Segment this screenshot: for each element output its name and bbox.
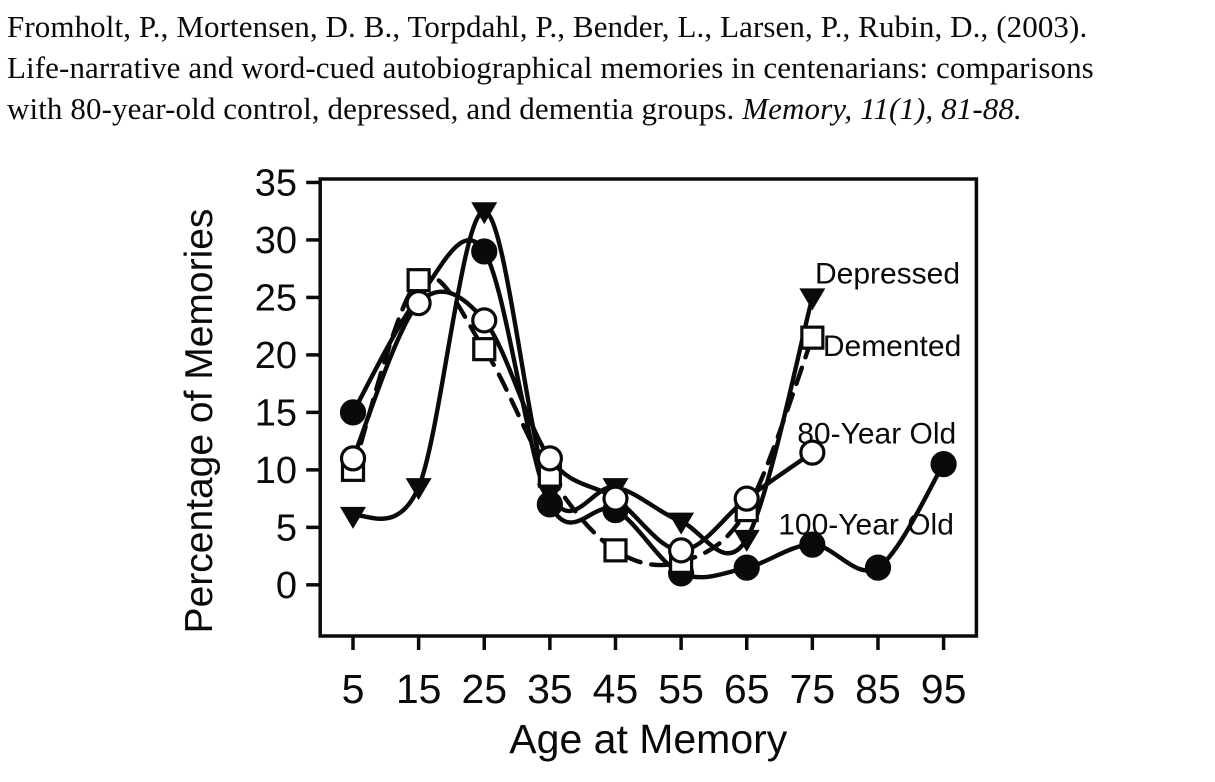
x-tick-label: 5 — [342, 666, 365, 712]
citation-journal-italic: Memory, 11(1), 81-88. — [742, 91, 1022, 126]
series-marker-100-year-old — [864, 554, 892, 581]
series-marker-depressed — [668, 512, 695, 535]
series-marker-80-year-old — [733, 485, 760, 512]
y-tick-label: 0 — [276, 565, 297, 607]
series-marker-80-year-old — [339, 445, 367, 472]
y-tick-label: 10 — [255, 450, 297, 492]
x-tick-label: 25 — [461, 666, 507, 712]
x-tick-label: 75 — [790, 666, 836, 712]
y-tick-label: 25 — [255, 277, 297, 319]
series-marker-depressed — [733, 529, 760, 552]
citation-text: Fromholt, P., Mortensen, D. B., Torpdahl… — [7, 6, 1187, 129]
series-marker-80-year-old — [405, 290, 432, 317]
series-marker-100-year-old — [799, 531, 826, 558]
series-marker-80-year-old — [799, 439, 826, 466]
citation-line-2: Life-narrative and word-cued autobiograp… — [7, 50, 1094, 85]
x-tick-label: 15 — [396, 666, 442, 712]
citation-line-3: with 80-year-old control, depressed, and… — [7, 88, 1187, 129]
series-marker-demented — [406, 268, 431, 293]
y-tick-label: 30 — [255, 220, 297, 262]
series-marker-depressed — [405, 478, 432, 501]
series-marker-80-year-old — [471, 307, 498, 334]
x-tick-label: 45 — [593, 666, 639, 712]
series-marker-100-year-old — [536, 491, 563, 518]
x-axis-title: Age at Memory — [509, 716, 787, 762]
plot-frame — [318, 177, 979, 638]
series-marker-100-year-old — [471, 238, 498, 265]
series-marker-depressed — [340, 506, 367, 529]
legend-label-demented: Demented — [823, 330, 961, 363]
citation-line-1: Fromholt, P., Mortensen, D. B., Torpdahl… — [7, 9, 1088, 44]
x-tick-label: 65 — [724, 666, 770, 712]
y-tick-label: 15 — [255, 392, 297, 434]
y-tick-label: 20 — [255, 335, 297, 377]
series-marker-80-year-old — [536, 445, 563, 472]
series-marker-depressed — [799, 288, 826, 311]
series-marker-demented — [800, 325, 825, 350]
x-tick-label: 35 — [527, 666, 573, 712]
x-tick-label: 85 — [855, 666, 901, 712]
series-marker-80-year-old — [602, 485, 629, 512]
series-marker-depressed — [471, 202, 498, 225]
series-marker-demented — [472, 337, 497, 362]
citation-line-3-normal: with 80-year-old control, depressed, and… — [7, 91, 743, 126]
y-tick-label: 5 — [276, 507, 297, 549]
legend-label-80-year-old: 80-Year Old — [797, 417, 956, 450]
y-tick-label: 35 — [255, 162, 297, 204]
series-marker-100-year-old — [733, 554, 760, 581]
y-axis-title: Percentage of Memories — [178, 209, 221, 634]
series-marker-demented — [603, 538, 628, 563]
series-marker-100-year-old — [930, 451, 957, 478]
series-marker-100-year-old — [339, 399, 367, 426]
x-tick-label: 95 — [921, 666, 967, 712]
x-tick-label: 55 — [658, 666, 704, 712]
legend-label-depressed: Depressed — [815, 258, 960, 291]
series-marker-80-year-old — [668, 537, 695, 564]
